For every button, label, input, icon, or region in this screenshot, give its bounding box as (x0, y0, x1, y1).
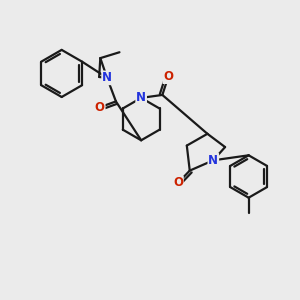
Text: O: O (163, 70, 173, 83)
Text: N: N (102, 71, 112, 84)
Text: O: O (173, 176, 183, 190)
Text: N: N (136, 92, 146, 104)
Text: N: N (208, 154, 218, 167)
Text: O: O (95, 101, 105, 114)
